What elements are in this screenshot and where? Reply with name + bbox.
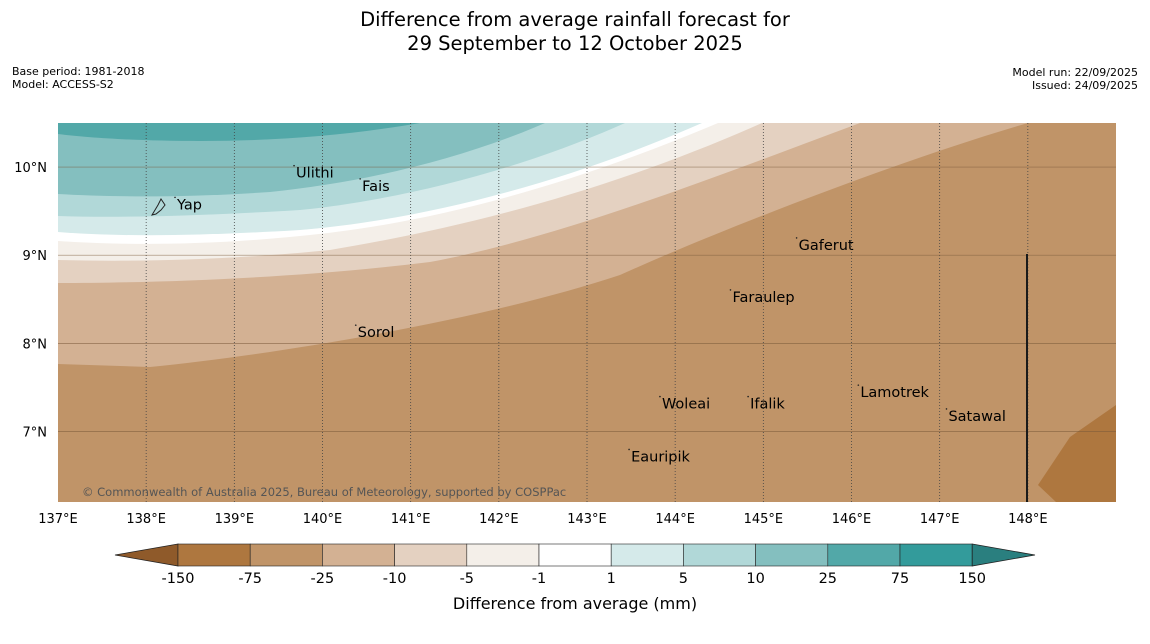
- longitude-tick-label: 143°E: [567, 512, 607, 527]
- latitude-tick-labels: 10°N 9°N 8°N 7°N: [14, 161, 47, 440]
- colorbar-tick-label: 75: [891, 571, 909, 587]
- colorbar-swatch: [249, 543, 323, 567]
- colorbar-swatch: [683, 543, 756, 567]
- place-label: Satawal: [948, 409, 1005, 425]
- colorbar-tick-label: 150: [958, 571, 986, 587]
- latitude-tick-label: 10°N: [14, 161, 47, 176]
- title-line-1: Difference from average rainfall forecas…: [360, 8, 790, 31]
- place-label: Ulithi: [296, 166, 334, 182]
- colorbar-tick-label: -25: [311, 571, 335, 587]
- place-marker: [857, 384, 860, 386]
- place-label: Faraulep: [732, 290, 794, 306]
- longitude-tick-label: 137°E: [38, 512, 78, 527]
- longitude-tick-label: 141°E: [391, 512, 431, 527]
- colorbar-tick-label: -150: [162, 571, 195, 587]
- longitude-tick-label: 145°E: [744, 512, 784, 527]
- place-label: Ifalik: [750, 397, 785, 413]
- colorbar-swatch: [177, 543, 251, 567]
- place-marker: [628, 448, 630, 451]
- longitude-tick-labels: 137°E 138°E 139°E 140°E 141°E 142°E 143°E 144°E…: [38, 512, 1047, 527]
- graticule: [58, 123, 1116, 502]
- zone-minus75-minus25: [1038, 405, 1116, 502]
- colorbar-swatch: [394, 543, 468, 567]
- longitude-tick-label: 148°E: [1008, 512, 1048, 527]
- zone-25-75: [58, 123, 545, 197]
- place-marker: [293, 164, 295, 167]
- latitude-tick-label: 7°N: [23, 425, 48, 440]
- meta-right: Model run: 22/09/2025 Issued: 24/09/2025: [1012, 66, 1138, 92]
- colorbar-tick-label: -10: [383, 571, 407, 587]
- place-label: Sorol: [358, 325, 395, 341]
- place-marker: [354, 324, 357, 326]
- copyright-text: © Commonwealth of Australia 2025, Bureau…: [82, 485, 566, 499]
- longitude-tick-label: 142°E: [479, 512, 519, 527]
- place-label: Woleai: [662, 397, 710, 413]
- place-marker: [174, 196, 176, 199]
- longitude-tick-label: 147°E: [920, 512, 960, 527]
- colorbar-tick-label: -5: [460, 571, 474, 587]
- colorbar: -150 -75 -25 -10 -5 -1 1 5 10 25 75 150: [114, 543, 1036, 587]
- colorbar-tick-label: 5: [679, 571, 688, 587]
- base-period: Base period: 1981-2018: [12, 65, 145, 78]
- longitude-tick-label: 138°E: [126, 512, 166, 527]
- colorbar-title: Difference from average (mm): [452, 594, 698, 613]
- issued-date: Issued: 24/09/2025: [1031, 79, 1138, 92]
- title-line-2: 29 September to 12 October 2025: [407, 32, 743, 55]
- colorbar-tick-label: 10: [746, 571, 764, 587]
- colorbar-swatch: [538, 543, 612, 567]
- place-label: Yap: [176, 197, 202, 213]
- place-marker: [945, 408, 948, 410]
- colorbar-extend-high: [971, 543, 1036, 567]
- colorbar-tick-label: -1: [532, 571, 546, 587]
- colorbar-swatch: [899, 543, 973, 567]
- colorbar-swatch: [755, 543, 829, 567]
- place-label: Eauripik: [631, 449, 690, 465]
- map-title: Difference from average rainfall forecas…: [0, 8, 1150, 56]
- latitude-tick-label: 8°N: [23, 337, 48, 352]
- place-marker: [359, 178, 361, 180]
- colorbar-swatch: [466, 543, 540, 567]
- longitude-tick-label: 144°E: [655, 512, 695, 527]
- place-marker: [795, 237, 798, 239]
- colorbar-tick-label: 1: [607, 571, 616, 587]
- colorbar-tick-label: -75: [238, 571, 262, 587]
- meta-left: Base period: 1981-2018 Model: ACCESS-S2: [12, 65, 144, 91]
- longitude-tick-label: 139°E: [215, 512, 255, 527]
- colorbar-tick-label: 25: [819, 571, 837, 587]
- place-label: Fais: [362, 179, 389, 195]
- model-run: Model run: 22/09/2025: [1012, 66, 1138, 79]
- place-marker: [659, 395, 661, 398]
- longitude-tick-label: 140°E: [303, 512, 343, 527]
- place-labels: Yap Ulithi Fais Gaferut Faraulep Sorol Woleai I…: [174, 164, 1006, 465]
- place-label: Lamotrek: [860, 385, 929, 401]
- place-marker: [729, 289, 732, 291]
- longitude-tick-label: 146°E: [832, 512, 872, 527]
- zone-75-150: [58, 123, 420, 141]
- colorbar-extend-low: [114, 543, 179, 567]
- yap-island-shape: [150, 198, 166, 216]
- latitude-tick-label: 9°N: [23, 249, 48, 264]
- model-name: Model: ACCESS-S2: [12, 78, 114, 91]
- colorbar-swatch: [322, 543, 395, 567]
- colorbar-swatch: [610, 543, 684, 567]
- place-marker: [747, 395, 749, 398]
- colorbar-swatch: [827, 543, 901, 567]
- place-label: Gaferut: [799, 238, 854, 254]
